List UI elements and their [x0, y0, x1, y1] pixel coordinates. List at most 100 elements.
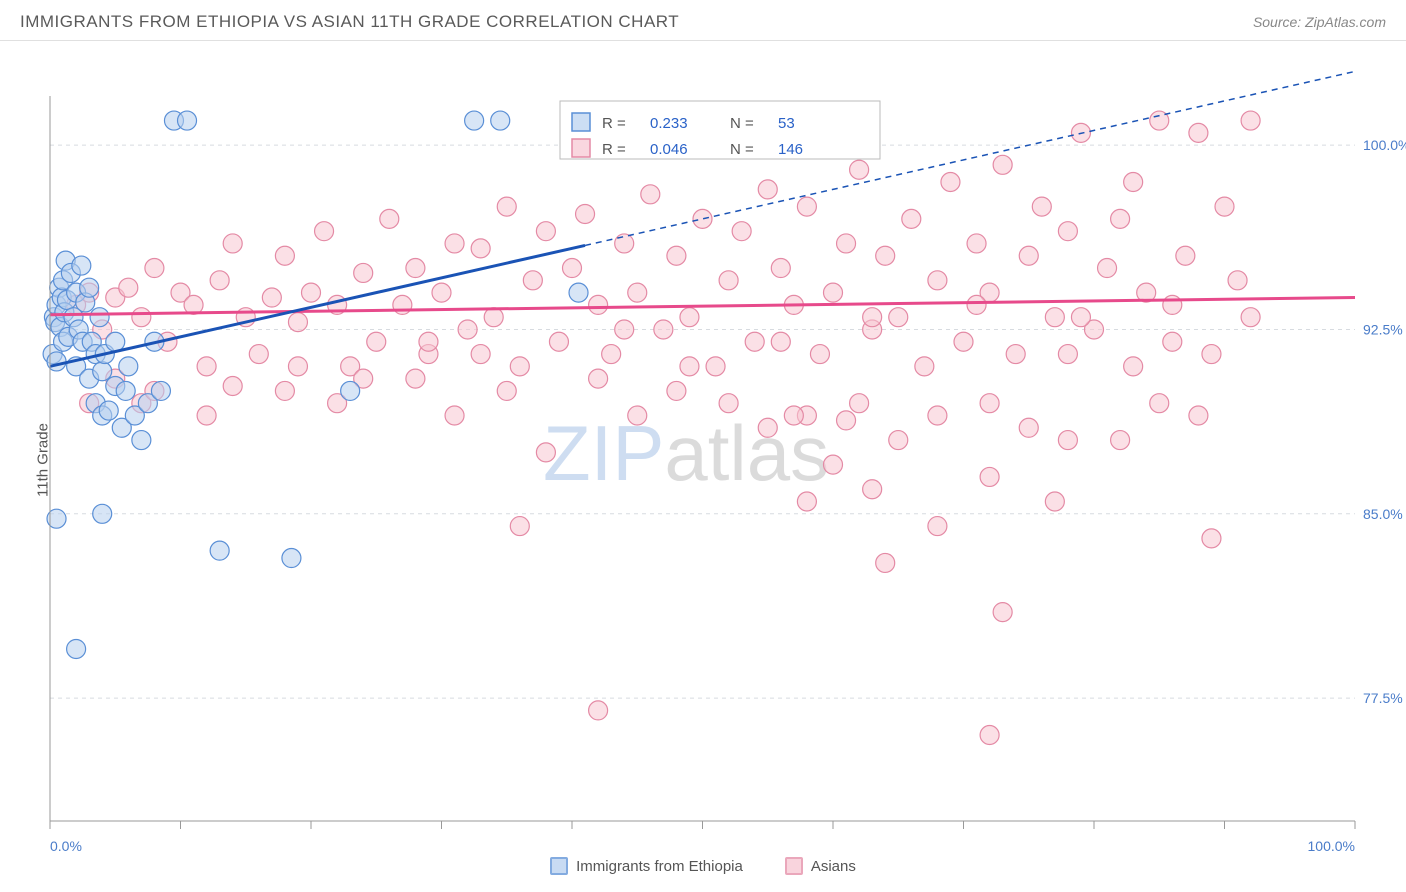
- scatter-point: [1124, 357, 1143, 376]
- scatter-point: [1202, 529, 1221, 548]
- scatter-point: [980, 725, 999, 744]
- scatter-point: [484, 308, 503, 327]
- scatter-point: [93, 362, 112, 381]
- scatter-point: [1228, 271, 1247, 290]
- scatter-point: [928, 406, 947, 425]
- legend-swatch: [785, 857, 803, 875]
- scatter-point: [93, 504, 112, 523]
- scatter-point: [1124, 173, 1143, 192]
- scatter-point: [576, 204, 595, 223]
- scatter-point: [810, 345, 829, 364]
- scatter-point: [80, 278, 99, 297]
- scatter-point: [824, 283, 843, 302]
- scatter-point: [445, 234, 464, 253]
- scatter-point: [1189, 406, 1208, 425]
- scatter-point: [99, 401, 118, 420]
- scatter-point: [797, 492, 816, 511]
- stat-n-label: N =: [730, 141, 754, 158]
- scatter-point: [151, 381, 170, 400]
- scatter-point: [275, 381, 294, 400]
- scatter-point: [863, 480, 882, 499]
- scatter-point: [980, 467, 999, 486]
- scatter-point: [341, 381, 360, 400]
- scatter-point: [210, 541, 229, 560]
- scatter-point: [563, 259, 582, 278]
- scatter-point: [589, 295, 608, 314]
- scatter-point: [732, 222, 751, 241]
- scatter-point: [980, 394, 999, 413]
- scatter-point: [967, 234, 986, 253]
- scatter-point: [197, 406, 216, 425]
- scatter-point: [771, 259, 790, 278]
- legend-item: Asians: [785, 857, 856, 875]
- scatter-point: [1163, 295, 1182, 314]
- scatter-point: [928, 271, 947, 290]
- scatter-point: [491, 111, 510, 130]
- scatter-point: [784, 406, 803, 425]
- chart-header: IMMIGRANTS FROM ETHIOPIA VS ASIAN 11TH G…: [0, 0, 1406, 41]
- scatter-point: [1098, 259, 1117, 278]
- scatter-point: [471, 239, 490, 258]
- stat-n-value: 146: [778, 141, 803, 158]
- scatter-point: [119, 357, 138, 376]
- scatter-point: [275, 246, 294, 265]
- scatter-point: [589, 701, 608, 720]
- scatter-point: [288, 313, 307, 332]
- scatter-point: [282, 549, 301, 568]
- trend-line: [50, 245, 585, 366]
- scatter-point: [602, 345, 621, 364]
- stat-n-value: 53: [778, 115, 795, 132]
- scatter-point: [1241, 111, 1260, 130]
- chart-source: Source: ZipAtlas.com: [1253, 14, 1386, 30]
- scatter-point: [1058, 222, 1077, 241]
- scatter-point: [1111, 431, 1130, 450]
- scatter-point: [1111, 209, 1130, 228]
- x-label-left: 0.0%: [50, 838, 82, 854]
- y-axis-label: 11th Grade: [34, 423, 51, 497]
- scatter-point: [510, 357, 529, 376]
- stats-swatch: [572, 113, 590, 131]
- scatter-point: [315, 222, 334, 241]
- stat-r-value: 0.233: [650, 115, 688, 132]
- scatter-point: [510, 517, 529, 536]
- scatter-point: [432, 283, 451, 302]
- scatter-point: [589, 369, 608, 388]
- y-tick-label: 77.5%: [1363, 690, 1403, 706]
- scatter-point: [667, 246, 686, 265]
- trend-line: [50, 298, 1355, 315]
- scatter-point: [719, 394, 738, 413]
- scatter-point: [116, 381, 135, 400]
- stat-r-value: 0.046: [650, 141, 688, 158]
- scatter-point: [210, 271, 229, 290]
- stat-r-label: R =: [602, 141, 626, 158]
- scatter-point: [549, 332, 568, 351]
- y-tick-label: 85.0%: [1363, 506, 1403, 522]
- scatter-point: [106, 332, 125, 351]
- scatter-point: [249, 345, 268, 364]
- scatter-point: [876, 553, 895, 572]
- scatter-point: [850, 394, 869, 413]
- scatter-point: [523, 271, 542, 290]
- scatter-point: [288, 357, 307, 376]
- scatter-point: [993, 155, 1012, 174]
- scatter-point: [1019, 418, 1038, 437]
- scatter-point: [719, 271, 738, 290]
- scatter-point: [967, 295, 986, 314]
- scatter-point: [993, 603, 1012, 622]
- scatter-point: [406, 259, 425, 278]
- stat-n-label: N =: [730, 115, 754, 132]
- scatter-point: [354, 263, 373, 282]
- scatter-point: [667, 381, 686, 400]
- scatter-point: [1006, 345, 1025, 364]
- scatter-point: [889, 431, 908, 450]
- scatter-point: [1189, 123, 1208, 142]
- scatter-chart: 77.5%85.0%92.5%100.0%ZIPatlas0.0%100.0%R…: [0, 41, 1406, 879]
- scatter-point: [1150, 394, 1169, 413]
- scatter-point: [119, 278, 138, 297]
- scatter-point: [797, 197, 816, 216]
- stat-r-label: R =: [602, 115, 626, 132]
- scatter-point: [1163, 332, 1182, 351]
- chart-area: 11th Grade 77.5%85.0%92.5%100.0%ZIPatlas…: [0, 41, 1406, 879]
- scatter-point: [928, 517, 947, 536]
- scatter-point: [197, 357, 216, 376]
